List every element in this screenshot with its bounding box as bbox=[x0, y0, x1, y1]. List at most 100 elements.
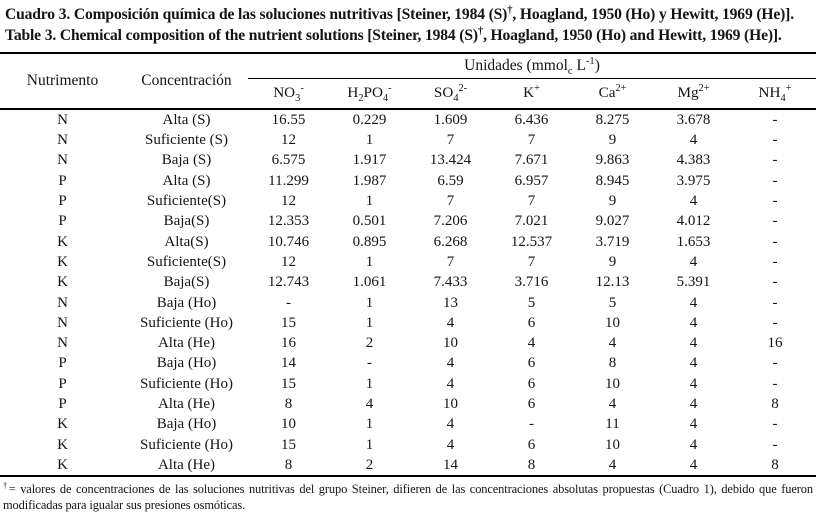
value-cell: 7.433 bbox=[433, 274, 468, 291]
value-cell: 7 bbox=[527, 193, 536, 210]
value-cell: 4 bbox=[446, 355, 455, 372]
value-cell: 8.945 bbox=[595, 172, 630, 189]
table-row: P Baja(S) 12.353 0.501 7.206 7.021 9.027 4.012 - bbox=[0, 211, 816, 231]
nutrient-cell: N bbox=[57, 132, 68, 149]
value-cell: 5 bbox=[608, 294, 617, 311]
value-cell: - bbox=[772, 213, 778, 230]
table-row: K Alta(S) 10.746 0.895 6.268 12.537 3.719 1.653… bbox=[0, 231, 816, 251]
value-cell: 4 bbox=[689, 314, 698, 331]
nutrient-cell: K bbox=[57, 233, 68, 250]
value-cell: 4 bbox=[572, 454, 653, 477]
value-cell: 8 bbox=[608, 355, 617, 372]
value-cell: 6 bbox=[527, 314, 536, 331]
value-cell: - bbox=[772, 274, 778, 291]
value-cell: 0.501 bbox=[352, 213, 387, 230]
value-cell: 4 bbox=[689, 396, 698, 412]
table-row: P Suficiente (Ho) 15 1 4 6 10 4 - bbox=[0, 374, 816, 394]
value-cell: - bbox=[772, 355, 778, 372]
nutrient-cell: K bbox=[57, 253, 68, 270]
value-cell: 10 bbox=[443, 396, 458, 412]
concentration-cell: Alta (S) bbox=[162, 112, 211, 128]
footnote: †= valores de concentraciones de las sol… bbox=[3, 479, 813, 513]
concentration-cell: Suficiente(S) bbox=[146, 253, 227, 270]
value-cell: 8 bbox=[284, 396, 293, 412]
value-cell: 4 bbox=[689, 416, 698, 433]
value-cell: 4 bbox=[689, 132, 698, 149]
ion-column-header: NO3- bbox=[248, 78, 329, 110]
concentration-cell: Baja(S) bbox=[163, 274, 210, 291]
value-cell: 1 bbox=[365, 436, 374, 453]
value-cell: 4.012 bbox=[676, 213, 711, 230]
value-cell: 16.55 bbox=[271, 112, 306, 128]
table-row: N Suficiente (S) 12 1 7 7 9 4 - bbox=[0, 130, 816, 150]
nutrient-cell: P bbox=[58, 213, 67, 230]
table-caption-spanish: Cuadro 3. Composición química de las sol… bbox=[5, 4, 794, 23]
value-cell: 16 bbox=[281, 335, 296, 352]
value-cell: 11 bbox=[605, 416, 620, 433]
nutrient-cell: K bbox=[57, 436, 68, 453]
value-cell: 6.957 bbox=[514, 172, 549, 189]
value-cell: 8 bbox=[491, 454, 572, 477]
value-cell: 14 bbox=[410, 454, 491, 477]
col-header-concentration: Concentración bbox=[125, 53, 248, 110]
value-cell: 2 bbox=[329, 454, 410, 477]
value-cell: - bbox=[772, 112, 778, 128]
value-cell: 5 bbox=[527, 294, 536, 311]
value-cell: - bbox=[772, 193, 778, 210]
value-cell: 6.436 bbox=[514, 112, 549, 128]
value-cell: 8 bbox=[248, 454, 329, 477]
nutrient-cell: K bbox=[57, 416, 68, 433]
concentration-cell: Alta (He) bbox=[157, 335, 216, 352]
table-row: K Suficiente (Ho) 15 1 4 6 10 4 - bbox=[0, 434, 816, 454]
value-cell: - bbox=[772, 375, 778, 392]
value-cell: 1.061 bbox=[352, 274, 387, 291]
value-cell: 4 bbox=[446, 375, 455, 392]
value-cell: 4 bbox=[653, 454, 734, 477]
value-cell: 12 bbox=[281, 132, 296, 149]
value-cell: 5.391 bbox=[676, 274, 711, 291]
value-cell: 7 bbox=[446, 193, 455, 210]
nutrient-cell: K bbox=[57, 274, 68, 291]
value-cell: 1 bbox=[365, 416, 374, 433]
table-row: N Baja (S) 6.575 1.917 13.424 7.671 9.863 4.383… bbox=[0, 150, 816, 170]
value-cell: 4 bbox=[608, 335, 617, 352]
col-header-nutrient: Nutrimento bbox=[0, 53, 125, 110]
concentration-cell: Alta (He) bbox=[157, 396, 216, 412]
ion-column-header: H2PO4- bbox=[329, 78, 410, 110]
concentration-cell: Alta(S) bbox=[164, 233, 209, 250]
value-cell: 4.383 bbox=[676, 152, 711, 169]
table-row: N Alta (S) 16.55 0.229 1.609 6.436 8.275 3.678 - bbox=[0, 109, 816, 130]
value-cell: 4 bbox=[365, 396, 374, 412]
ion-column-header: SO42- bbox=[410, 78, 491, 110]
nutrient-cell: P bbox=[58, 355, 67, 372]
value-cell: - bbox=[772, 152, 778, 169]
value-cell: 10.746 bbox=[267, 233, 310, 250]
concentration-cell: Suficiente (Ho) bbox=[140, 314, 233, 331]
value-cell: 4 bbox=[689, 355, 698, 372]
value-cell: 2 bbox=[365, 335, 374, 352]
value-cell: 0.895 bbox=[352, 233, 387, 250]
value-cell: 12 bbox=[281, 253, 296, 270]
table-row: K Baja (Ho) 10 1 4 - 11 4 - bbox=[0, 414, 816, 434]
value-cell: 9 bbox=[608, 193, 617, 210]
value-cell: 6.575 bbox=[271, 152, 306, 169]
value-cell: 4 bbox=[446, 436, 455, 453]
value-cell: 4 bbox=[689, 436, 698, 453]
value-cell: 13.424 bbox=[429, 152, 472, 169]
value-cell: 0.229 bbox=[352, 112, 387, 128]
concentration-cell: Baja (Ho) bbox=[156, 355, 217, 372]
concentration-cell: Alta (S) bbox=[162, 172, 211, 189]
value-cell: 6 bbox=[527, 355, 536, 372]
value-cell: - bbox=[772, 416, 778, 433]
table-body: N Alta (S) 16.55 0.229 1.609 6.436 8.275 3.678 -… bbox=[0, 109, 816, 477]
value-cell: 6.59 bbox=[437, 172, 464, 189]
value-cell: 9.027 bbox=[595, 213, 630, 230]
ion-column-header: Mg2+ bbox=[653, 78, 734, 110]
value-cell: 8 bbox=[734, 454, 816, 477]
value-cell: - bbox=[286, 294, 291, 311]
value-cell: - bbox=[772, 253, 778, 270]
nutrient-cell: P bbox=[58, 396, 67, 412]
value-cell: 12.743 bbox=[267, 274, 310, 291]
concentration-cell: Baja (S) bbox=[161, 152, 212, 169]
